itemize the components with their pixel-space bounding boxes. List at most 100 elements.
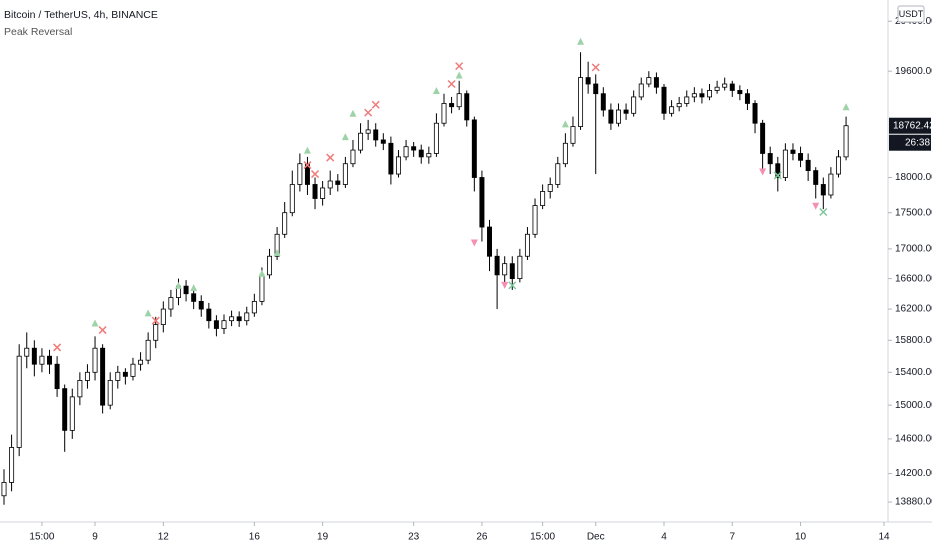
candle-body [653, 77, 659, 88]
currency-button[interactable] [897, 5, 925, 23]
signal-triangle-up [258, 269, 266, 277]
candle-body [471, 119, 477, 178]
signal-triangle-up [341, 133, 349, 141]
candle-body [828, 173, 834, 196]
y-tick-label: 14600.00 [895, 434, 932, 445]
candle-body [304, 163, 310, 185]
candle-body [729, 83, 735, 91]
candle-body [843, 125, 849, 158]
signal-triangle-up [842, 103, 850, 111]
candle-body [676, 103, 682, 108]
candle-body [92, 347, 98, 373]
signal-cross [151, 316, 160, 325]
candle-body [274, 233, 280, 257]
candle-body [555, 163, 561, 185]
candle-body [426, 153, 432, 158]
candle-body [191, 293, 197, 302]
indicator-name: Peak Reversal [4, 26, 72, 38]
currency-button-label[interactable]: USDT [899, 9, 924, 19]
x-tick-label: Dec [587, 532, 605, 543]
candle-body [608, 109, 614, 124]
candle-body [767, 153, 773, 165]
candle-body [578, 77, 584, 127]
y-tick-label: 16600.00 [895, 273, 932, 284]
x-tick-label: 4 [661, 532, 667, 543]
x-tick-label: 9 [92, 532, 98, 543]
candle-body [464, 93, 470, 121]
candle-body [820, 184, 826, 196]
candle-body [752, 103, 758, 124]
y-tick-label: 13880.00 [895, 497, 932, 508]
candle-body [236, 316, 242, 322]
candle-body [669, 106, 675, 114]
candle-body [342, 163, 348, 185]
candle-body [547, 184, 553, 192]
signal-cross [53, 343, 62, 352]
candle-body [380, 139, 386, 144]
candle-body [760, 122, 766, 154]
signal-cross [447, 79, 456, 89]
candle-body [282, 212, 288, 235]
signal-triangle-up [174, 281, 182, 289]
y-tick-label: 19600.00 [895, 66, 932, 77]
candle-body [115, 371, 121, 381]
candle-body [1, 482, 7, 497]
signal-cross [311, 170, 320, 179]
signal-triangle-up [349, 109, 357, 117]
x-tick-label: 15:00 [29, 532, 54, 543]
candle-body [289, 184, 295, 214]
candle-body [39, 355, 45, 365]
signal-triangle-up [577, 37, 585, 45]
candle-body [168, 297, 174, 310]
plot-area [1, 37, 850, 505]
candle-body [403, 146, 409, 158]
candle-body [388, 142, 394, 175]
signal-cross [508, 281, 517, 290]
candle-body [540, 191, 546, 206]
signal-triangle-up [144, 309, 152, 317]
signal-triangle-up [190, 284, 198, 292]
chart-title: Bitcoin / TetherUS, 4h, BINANCE [4, 9, 158, 21]
candle-body [790, 149, 796, 154]
signal-triangle-up [432, 86, 440, 94]
candle-body [312, 184, 318, 199]
signal-cross [364, 108, 373, 117]
candle-body [350, 149, 356, 165]
candle-body [600, 93, 606, 111]
signal-cross [326, 153, 335, 162]
candle-body [691, 93, 697, 98]
candle-body [47, 355, 53, 365]
candle-body [69, 396, 75, 431]
candle-body [418, 149, 424, 158]
x-tick-label: 7 [729, 532, 735, 543]
countdown-label: 26:38 [905, 137, 930, 148]
y-tick-label: 17000.00 [895, 244, 932, 255]
candle-body [335, 180, 341, 185]
x-tick-label: 19 [317, 532, 329, 543]
candle-body [31, 347, 37, 365]
signal-triangle-up [561, 120, 569, 128]
candle-body [722, 83, 728, 88]
candle-body [221, 320, 227, 329]
candle-body [775, 163, 781, 178]
candle-body [198, 300, 204, 310]
y-tick-label: 16200.00 [895, 304, 932, 315]
candle-body [183, 285, 189, 295]
candle-body [320, 187, 326, 199]
candle-body [395, 156, 401, 175]
signal-cross [591, 63, 600, 72]
candle-body [206, 308, 212, 322]
candle-body [62, 388, 68, 431]
y-tick-label: 15400.00 [895, 367, 932, 378]
y-tick-label: 15800.00 [895, 335, 932, 346]
candle-body [16, 355, 22, 448]
candle-body [373, 129, 379, 141]
candle-body [138, 359, 144, 365]
candle-body [77, 380, 83, 398]
candle-body [646, 77, 652, 85]
x-tick-label: 14 [878, 532, 890, 543]
x-tick-label: 15:00 [530, 532, 555, 543]
candle-body [411, 146, 417, 151]
candle-body [487, 226, 493, 257]
